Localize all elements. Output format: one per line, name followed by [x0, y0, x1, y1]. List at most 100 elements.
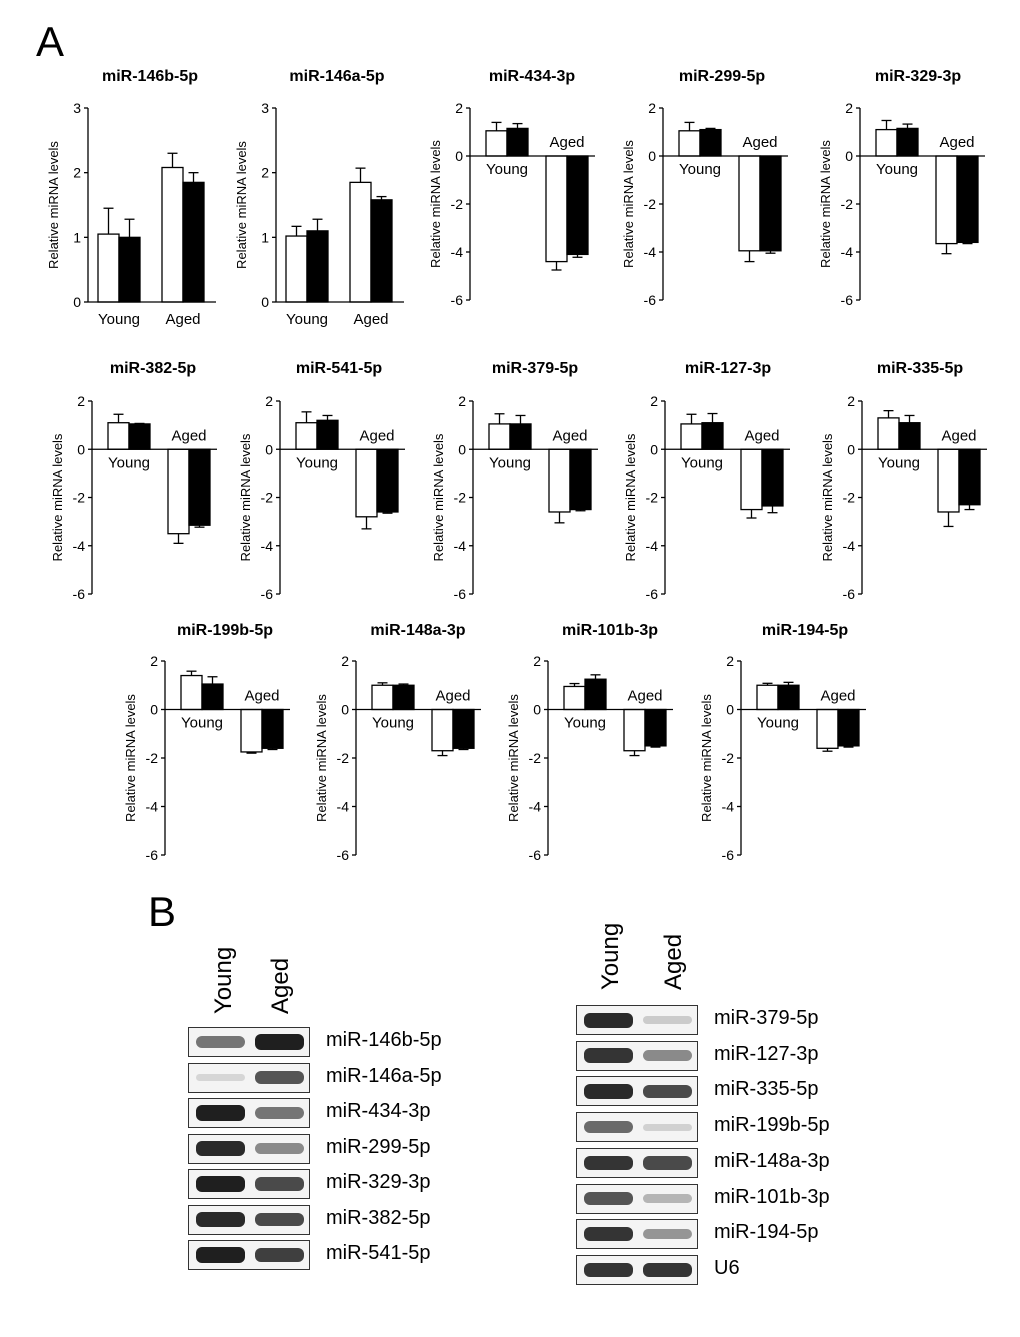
- band-young: [196, 1105, 246, 1121]
- y-tick-label: -4: [261, 538, 274, 554]
- blot-row-label: U6: [714, 1256, 740, 1279]
- bar-aged-group: [128, 423, 151, 450]
- bar-young-group: [295, 422, 318, 450]
- bar-young-group: [355, 448, 378, 518]
- band-young: [584, 1048, 634, 1063]
- bar-young-group: [678, 130, 701, 157]
- bar-aged-group: [761, 448, 784, 507]
- chart-title: miR-148a-3p: [370, 622, 465, 639]
- y-tick-label: 0: [726, 702, 734, 718]
- category-label: Young: [757, 715, 799, 732]
- blot-strip: [188, 1204, 310, 1235]
- y-axis-label: Relative miRNA levels: [234, 141, 249, 269]
- bar-young-group: [563, 685, 586, 711]
- blot-row-label: miR-382-5p: [326, 1206, 431, 1229]
- bar-aged-group: [118, 236, 141, 303]
- band-aged: [254, 1143, 304, 1154]
- band-aged: [254, 1107, 304, 1119]
- y-tick-label: -6: [454, 586, 467, 602]
- blot-strip: [576, 1112, 698, 1143]
- bar-aged-group: [837, 708, 860, 747]
- y-tick-label: -4: [73, 538, 86, 554]
- y-tick-label: -2: [337, 750, 350, 766]
- category-label: Young: [878, 454, 920, 471]
- y-tick-label: 0: [455, 148, 463, 164]
- category-label: Aged: [549, 134, 584, 151]
- category-label: Young: [372, 715, 414, 732]
- y-tick-label: 0: [73, 294, 81, 310]
- bar-young-group: [431, 708, 454, 752]
- y-tick-label: -4: [451, 244, 464, 260]
- chart-title: miR-382-5p: [110, 360, 196, 377]
- band-aged: [254, 1212, 304, 1227]
- y-tick-label: 0: [847, 441, 855, 457]
- blot-row-label: miR-434-3p: [326, 1100, 431, 1122]
- blot-strip: [188, 1062, 310, 1093]
- band-young: [196, 1141, 246, 1156]
- bar-young-group: [545, 155, 568, 263]
- category-label: Young: [486, 161, 528, 178]
- bar-aged-group: [958, 448, 981, 506]
- blot-strip: [188, 1133, 310, 1164]
- y-tick-label: 1: [73, 229, 81, 245]
- blot-column-label-young: Young: [597, 922, 624, 990]
- bar-young-group: [161, 166, 184, 303]
- band-aged: [254, 1248, 304, 1262]
- bar-young-group: [623, 708, 646, 752]
- bar-young-group: [485, 130, 508, 157]
- bar-charts-panel-a: miR-146b-5p Relative miRNA levels 0 1 2 3 Youn…: [46, 68, 987, 863]
- blot-column-label-aged: Aged: [267, 957, 294, 1014]
- y-tick-label: -2: [73, 490, 86, 506]
- bar-young-group: [740, 448, 763, 511]
- bar-aged-group: [759, 155, 782, 252]
- band-aged: [642, 1229, 692, 1240]
- bar-young-group: [180, 674, 203, 711]
- y-tick-label: -6: [529, 847, 542, 863]
- y-axis-label: Relative miRNA levels: [123, 694, 138, 822]
- category-label: Young: [286, 311, 328, 328]
- y-tick-label: -2: [454, 490, 467, 506]
- y-tick-label: 2: [648, 100, 656, 116]
- y-tick-label: 3: [73, 100, 81, 116]
- band-young: [196, 1074, 246, 1081]
- bar-young-group: [877, 417, 900, 450]
- y-tick-label: 2: [845, 100, 853, 116]
- band-aged: [254, 1071, 304, 1084]
- bar-aged-group: [509, 423, 532, 450]
- y-axis-label: Relative miRNA levels: [820, 433, 835, 561]
- category-label: Aged: [359, 427, 394, 444]
- bar-aged-group: [188, 448, 211, 526]
- y-tick-label: -2: [451, 196, 464, 212]
- bar-aged-group: [569, 448, 592, 511]
- band-young: [196, 1212, 246, 1227]
- y-tick-label: 0: [650, 441, 658, 457]
- blot-strip: [576, 1183, 698, 1214]
- y-tick-label: 0: [265, 441, 273, 457]
- y-axis-label: Relative miRNA levels: [506, 694, 521, 822]
- y-tick-label: 0: [533, 702, 541, 718]
- y-tick-label: 2: [650, 393, 658, 409]
- band-aged: [642, 1123, 692, 1131]
- y-tick-label: 2: [73, 165, 81, 181]
- bar-aged-group: [316, 419, 339, 450]
- bar-young-group: [548, 448, 571, 513]
- y-tick-label: -2: [261, 490, 274, 506]
- y-tick-label: -6: [843, 586, 856, 602]
- y-tick-label: 0: [341, 702, 349, 718]
- y-tick-label: -6: [451, 292, 464, 308]
- y-tick-label: 0: [845, 148, 853, 164]
- y-tick-label: 2: [533, 653, 541, 669]
- blot-row-label: miR-329-3p: [326, 1171, 431, 1193]
- category-label: Aged: [435, 688, 470, 705]
- y-tick-label: -4: [646, 538, 659, 554]
- y-tick-label: -2: [841, 196, 854, 212]
- bar-aged-group: [201, 683, 224, 711]
- band-young: [584, 1155, 634, 1171]
- chart-title: miR-434-3p: [489, 68, 575, 85]
- panel-label-b: B: [148, 888, 177, 935]
- y-tick-label: -2: [529, 750, 542, 766]
- chart-title: miR-146a-5p: [289, 68, 384, 85]
- category-label: Young: [181, 715, 223, 732]
- y-tick-label: 2: [455, 100, 463, 116]
- bar-aged-group: [452, 708, 475, 749]
